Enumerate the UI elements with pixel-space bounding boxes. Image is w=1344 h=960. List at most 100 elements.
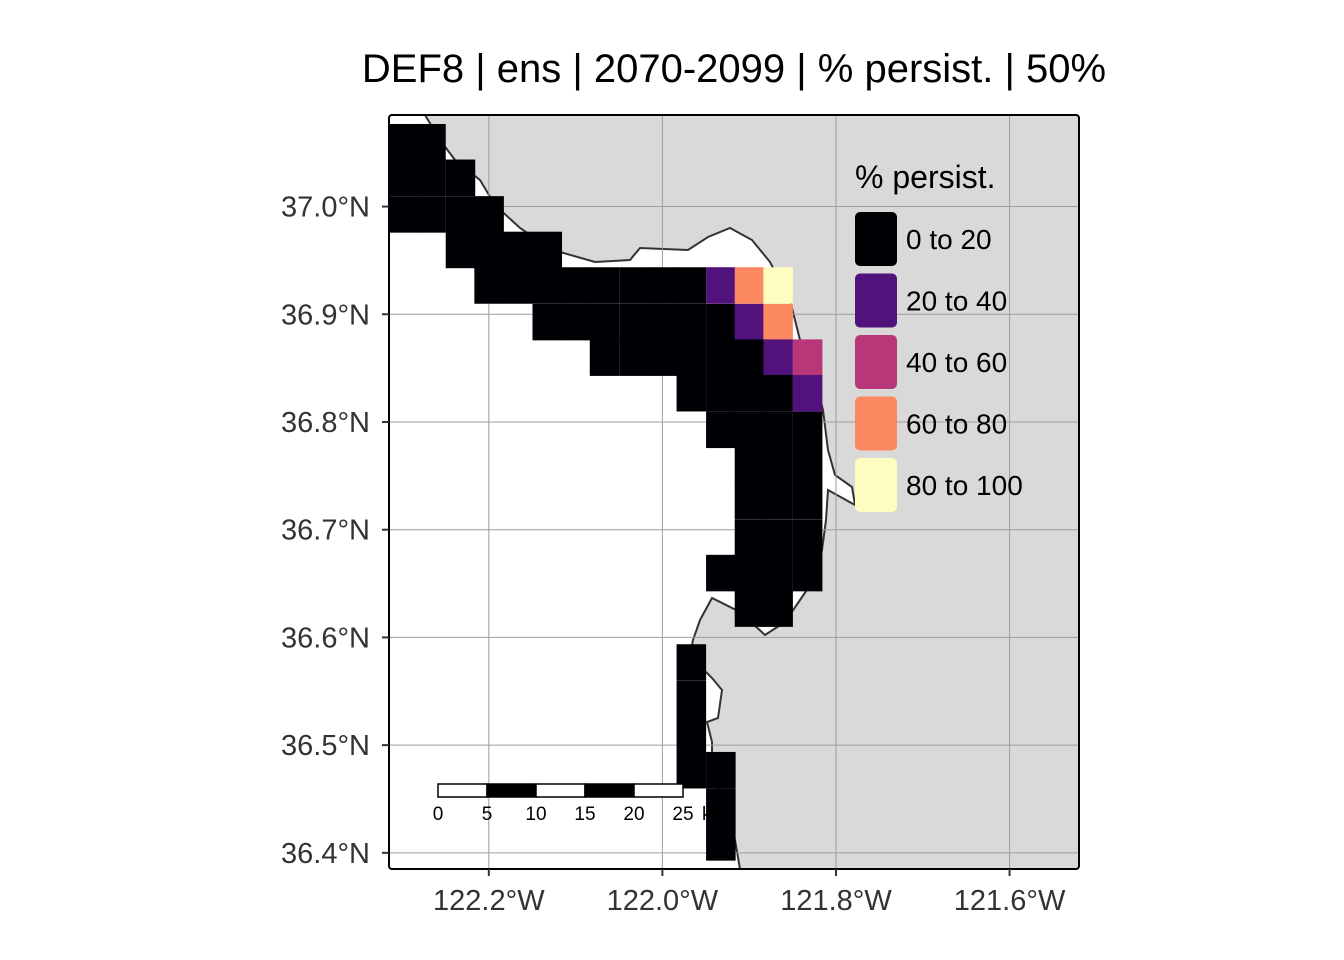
persistence-cell	[792, 374, 823, 412]
persistence-cell	[763, 590, 793, 627]
persistence-cell	[792, 411, 823, 449]
persistence-cell	[706, 267, 736, 304]
persistence-cell	[763, 267, 793, 304]
persistence-cell	[792, 519, 823, 556]
persistence-cell	[416, 159, 446, 197]
persistence-cell	[589, 339, 620, 376]
legend-label: 60 to 80	[906, 409, 1007, 440]
scale-bar-segment	[486, 783, 537, 798]
map-panel	[389, 115, 1079, 869]
persistence-cell	[792, 482, 823, 520]
legend-swatch	[855, 458, 897, 512]
x-axis: 122.2°W 122.0°W 121.8°W 121.6°W	[433, 869, 1066, 917]
scale-bar-segment	[437, 783, 488, 798]
persistence-cell	[647, 267, 678, 304]
legend-label: 40 to 60	[906, 347, 1007, 378]
persistence-cell	[763, 482, 793, 520]
persistence-cell	[389, 123, 418, 161]
scale-bar: 0 5 10 15 20 25 km	[433, 783, 727, 825]
persistence-cell	[706, 554, 736, 592]
legend-label: 20 to 40	[906, 286, 1007, 317]
persistence-cell	[647, 339, 678, 376]
persistence-cell	[474, 196, 504, 233]
scale-bar-segment	[584, 783, 635, 798]
persistence-cell	[706, 303, 736, 341]
legend-label: 80 to 100	[906, 470, 1023, 501]
panel-border	[388, 114, 1080, 870]
x-tick-label: 122.0°W	[607, 885, 719, 917]
persistence-cell	[734, 339, 765, 376]
legend-label: 0 to 20	[906, 224, 992, 255]
legend-swatch	[855, 335, 897, 389]
persistence-cell	[619, 267, 649, 304]
persistence-cell	[502, 231, 533, 269]
y-tick-label: 36.9°N	[281, 299, 370, 331]
persistence-cell	[734, 554, 765, 592]
persistence-cell	[763, 339, 793, 376]
persistence-cell	[502, 267, 533, 304]
y-tick-label: 36.8°N	[281, 407, 370, 439]
coastline	[424, 115, 857, 869]
persistence-cell	[734, 303, 765, 341]
persistence-cell	[706, 374, 736, 412]
scale-bar-unit: km	[702, 804, 727, 825]
x-tick-label: 122.2°W	[433, 885, 545, 917]
y-tick-label: 36.5°N	[281, 730, 370, 762]
persistence-cell	[706, 824, 736, 861]
persistence-cell	[792, 554, 823, 592]
persistence-cells	[389, 123, 823, 861]
scale-bar-label: 20	[623, 804, 644, 825]
scale-bar-label: 25	[672, 804, 693, 825]
persistence-cell	[647, 303, 678, 341]
persistence-cell	[676, 716, 707, 753]
persistence-cell	[445, 159, 476, 197]
persistence-cell	[734, 519, 765, 556]
persistence-cell	[792, 339, 823, 376]
persistence-cell	[734, 447, 765, 484]
persistence-cell	[763, 374, 793, 412]
scale-bar-segment	[633, 783, 684, 798]
persistence-cell	[561, 267, 591, 304]
map-title: DEF8 | ens | 2070-2099 | % persist. | 50…	[362, 47, 1106, 91]
persistence-cell	[619, 303, 649, 341]
persistence-cell	[474, 231, 504, 269]
legend-title: % persist.	[855, 159, 995, 195]
land-area	[389, 115, 1079, 869]
persistence-cell	[416, 196, 446, 233]
persistence-cell	[445, 196, 476, 233]
persistence-cell	[792, 447, 823, 484]
x-tick-label: 121.8°W	[780, 885, 892, 917]
y-tick-label: 37.0°N	[281, 192, 370, 224]
persistence-cell	[389, 196, 418, 233]
persistence-cell	[763, 411, 793, 449]
scale-bar-segment	[535, 783, 586, 798]
persistence-cell	[734, 411, 765, 449]
y-tick-label: 36.7°N	[281, 515, 370, 547]
y-axis: 37.0°N 36.9°N 36.8°N 36.7°N 36.6°N 36.5°N 36.4…	[281, 192, 389, 870]
persistence-cell	[676, 751, 707, 789]
persistence-cell	[589, 267, 620, 304]
legend-swatch	[855, 396, 897, 451]
persistence-cell	[474, 267, 504, 304]
y-tick-label: 36.4°N	[281, 838, 370, 870]
persistence-cell	[445, 231, 476, 269]
persistence-cell	[676, 339, 707, 376]
scale-bar-label: 0	[433, 804, 444, 825]
persistence-cell	[734, 374, 765, 412]
persistence-cell	[532, 231, 563, 269]
persistence-cell	[676, 644, 707, 681]
persistence-cell	[734, 482, 765, 520]
scale-bar-label: 15	[574, 804, 595, 825]
persistence-cell	[389, 159, 418, 197]
persistence-cell	[532, 303, 563, 341]
scale-bar-label: 5	[482, 804, 493, 825]
persistence-cell	[416, 123, 446, 161]
persistence-cell	[676, 303, 707, 341]
persistence-cell	[763, 447, 793, 484]
persistence-cell	[706, 751, 736, 789]
persistence-cell	[676, 267, 707, 304]
persistence-cell	[706, 411, 736, 449]
y-tick-label: 36.6°N	[281, 622, 370, 654]
persistence-cell	[561, 303, 591, 341]
